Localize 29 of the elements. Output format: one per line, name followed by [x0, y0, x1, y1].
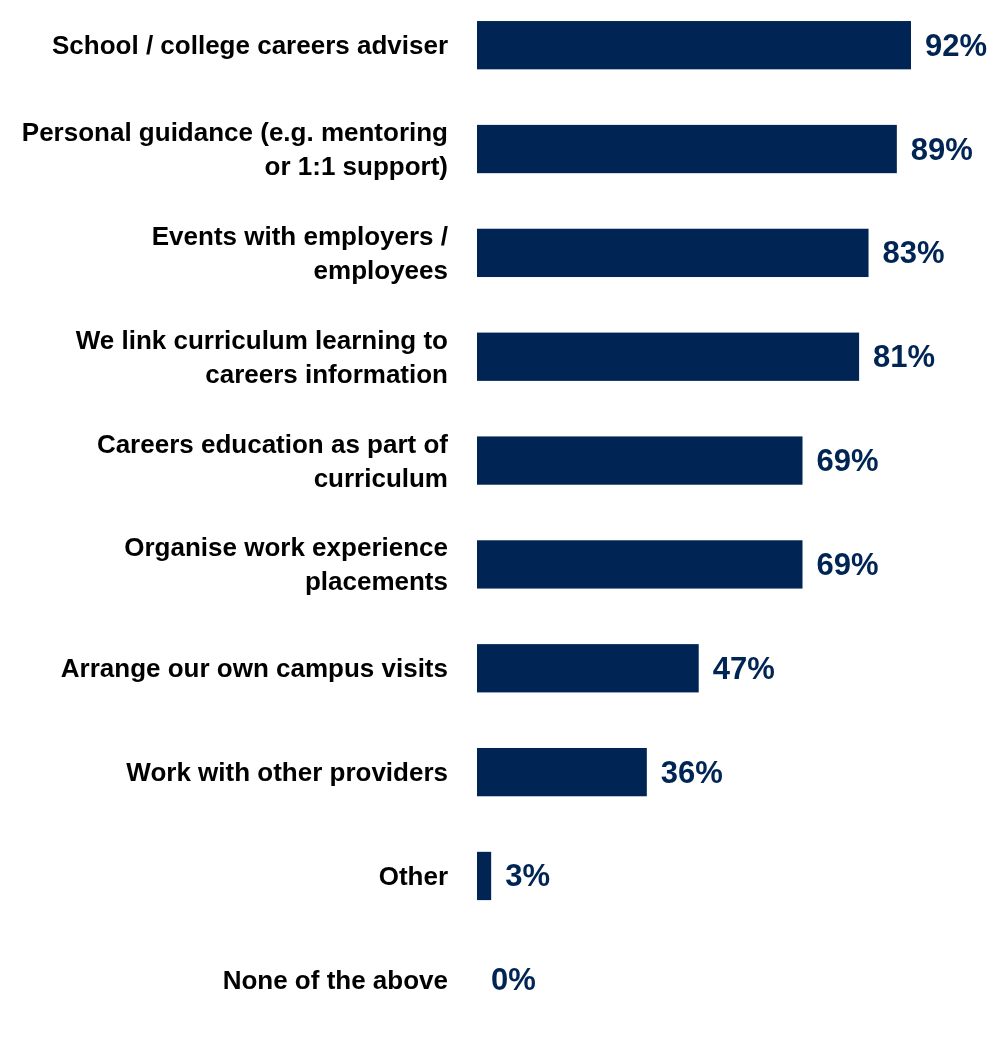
- data-label: 3%: [505, 858, 550, 894]
- y-tick-label: Events with employers / employees: [151, 220, 448, 285]
- bar: [477, 228, 869, 278]
- data-label: 0%: [491, 962, 536, 998]
- data-label: 69%: [816, 546, 879, 582]
- bar: [477, 540, 803, 589]
- bar: [477, 332, 860, 381]
- y-tick-label: Careers education as part of curriculum: [96, 428, 449, 493]
- bar: [477, 21, 911, 70]
- y-tick-label: Work with other providers: [126, 757, 448, 788]
- data-label: 47%: [712, 650, 775, 686]
- data-label: 83%: [882, 235, 945, 271]
- y-tick-label: Personal guidance (e.g. mentoring or 1:1 support): [21, 117, 448, 182]
- data-label: 92%: [925, 27, 988, 63]
- bar: [477, 124, 897, 174]
- data-label: 89%: [910, 131, 973, 167]
- y-tick-label: Arrange our own campus visits: [60, 653, 448, 684]
- y-tick-label: We link curriculum learning to careers information: [75, 324, 448, 389]
- bar: [477, 851, 492, 901]
- data-label: 81%: [873, 339, 936, 375]
- bar: [477, 747, 647, 797]
- y-tick-label: None of the above: [222, 964, 448, 995]
- y-tick-label: Organise work experience placements: [124, 532, 448, 597]
- y-tick-label: Other: [378, 860, 448, 891]
- data-label: 69%: [816, 443, 879, 479]
- y-tick-label: School / college careers adviser: [52, 30, 448, 61]
- bar: [477, 436, 803, 485]
- data-label: 36%: [660, 754, 723, 790]
- bar: [477, 644, 699, 693]
